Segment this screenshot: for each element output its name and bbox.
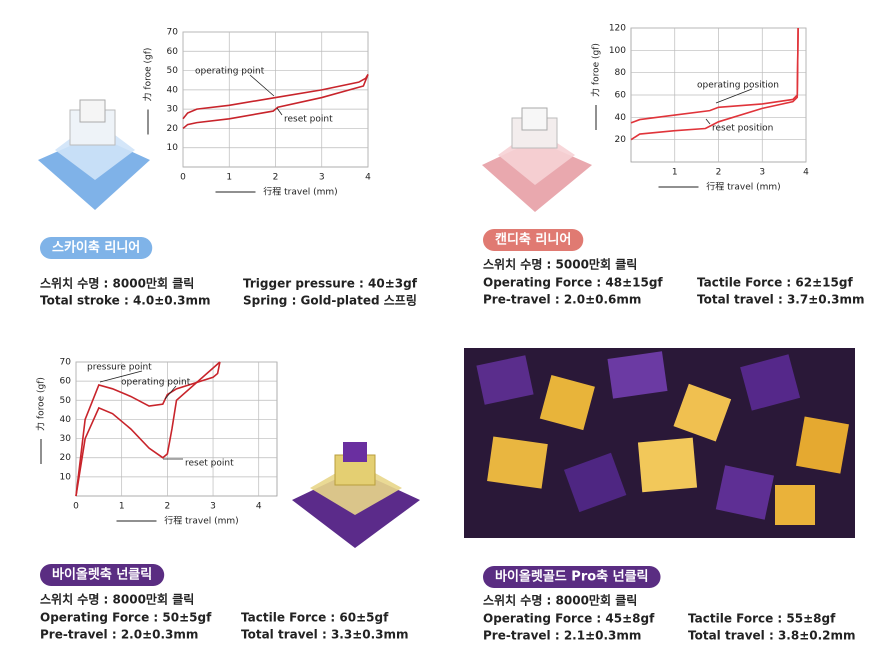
product-name: 스카이축 리니어 [52,240,140,256]
x-tick-label: 0 [180,173,186,183]
spec-text: Pre-travel : 2.0±0.3mm [40,628,198,642]
annotation: pressure point [87,363,152,373]
annotation-arrow [715,88,753,104]
x-tick-label: 1 [119,502,125,512]
x-tick-label: 4 [365,173,371,183]
annotation-arrow [249,74,275,97]
annotation-arrow [164,385,177,400]
y-tick-label: 20 [60,453,72,463]
x-tick-label: 1 [672,168,678,178]
x-tick-label: 3 [759,168,765,178]
spec-text: Pre-travel : 2.0±0.6mm [483,293,641,307]
y-axis-label: 力 foroe (gf) [590,43,602,97]
y-tick-label: 40 [60,415,72,425]
spec-text: Total travel : 3.3±0.3mm [241,628,409,642]
annotation: operating point [195,67,265,77]
y-tick-label: 30 [60,434,72,444]
y-tick-label: 50 [60,396,72,406]
y-tick-label: 20 [615,135,627,145]
spec-text: Tactile Force : 55±8gf [688,612,836,626]
y-tick-label: 70 [167,28,179,38]
product-name: 바이올렛골드 Pro축 넌클릭 [495,569,649,585]
spec-text: Operating Force : 50±5gf [40,611,212,625]
switch-photo [464,348,855,538]
x-tick-label: 0 [73,502,79,512]
y-tick-label: 50 [167,66,179,76]
y-tick-label: 60 [615,91,627,101]
x-tick-label: 2 [273,173,279,183]
x-tick-label: 2 [716,168,722,178]
y-axis-label: 力 foroe (gf) [142,48,154,102]
product-badge [483,566,661,588]
spec-text: Total travel : 3.8±0.2mm [688,629,856,643]
spec-text: 스위치 수명 : 8000만회 클릭 [40,276,194,291]
y-tick-label: 10 [60,472,72,482]
y-tick-label: 40 [615,113,627,123]
product-name: 캔디축 리니어 [495,232,571,248]
spec-text: Spring : Gold-plated 스프링 [243,293,417,308]
x-axis-label: 行程 travel (mm) [263,186,337,198]
sky-switch-image [38,99,150,210]
spec-text: 스위치 수명 : 8000만회 클릭 [483,593,637,608]
annotation-arrow [705,118,711,125]
spec-text: Trigger pressure : 40±3gf [243,277,418,291]
force-curve [630,27,799,124]
x-tick-label: 4 [256,502,262,512]
annotation-arrow [276,107,283,116]
y-axis-label: 力 foroe (gf) [35,377,47,431]
annotation-arrow [99,370,143,383]
y-tick-label: 60 [60,377,72,387]
force-curve [182,74,369,120]
x-axis-label: 行程 travel (mm) [706,181,780,193]
spec-text: Operating Force : 45±8gf [483,612,655,626]
force-curve [75,361,221,497]
y-tick-label: 100 [609,46,626,56]
y-tick-label: 30 [167,105,179,115]
x-tick-label: 4 [803,168,809,178]
spec-text: Total stroke : 4.0±0.3mm [40,294,211,308]
annotation: operating position [697,81,779,91]
spec-text: 스위치 수명 : 8000만회 클릭 [40,592,194,607]
force-curve [630,27,799,141]
spec-text: 스위치 수명 : 5000만회 클릭 [483,257,637,272]
candy-switch-image [482,107,592,212]
y-tick-label: 70 [60,358,72,368]
annotation: reset point [185,459,234,469]
y-tick-label: 60 [167,47,179,57]
annotation: operating point [121,378,191,388]
force-curve [75,361,221,497]
product-name: 바이올렛축 넌클릭 [52,567,152,583]
violet-switch-image [292,442,420,548]
product-badge [483,229,584,251]
spec-text: Total travel : 3.7±0.3mm [697,293,865,307]
y-tick-label: 120 [609,24,626,34]
y-tick-label: 10 [167,143,179,153]
annotation: reset point [284,115,333,125]
spec-text: Tactile Force : 62±15gf [697,276,853,290]
plot-frame [75,361,278,497]
spec-text: Pre-travel : 2.1±0.3mm [483,629,641,643]
x-axis-label: 行程 travel (mm) [164,515,238,527]
y-tick-label: 80 [615,68,627,78]
force-curve [182,74,369,130]
annotation: reset position [712,124,773,134]
spec-text: Tactile Force : 60±5gf [241,611,389,625]
x-tick-label: 2 [164,502,170,512]
product-badge [40,237,153,259]
y-tick-label: 40 [167,85,179,95]
x-tick-label: 1 [226,173,232,183]
product-badge [40,564,165,586]
spec-text: Operating Force : 48±15gf [483,276,663,290]
x-tick-label: 3 [210,502,216,512]
x-tick-label: 3 [319,173,325,183]
y-tick-label: 20 [167,124,179,134]
